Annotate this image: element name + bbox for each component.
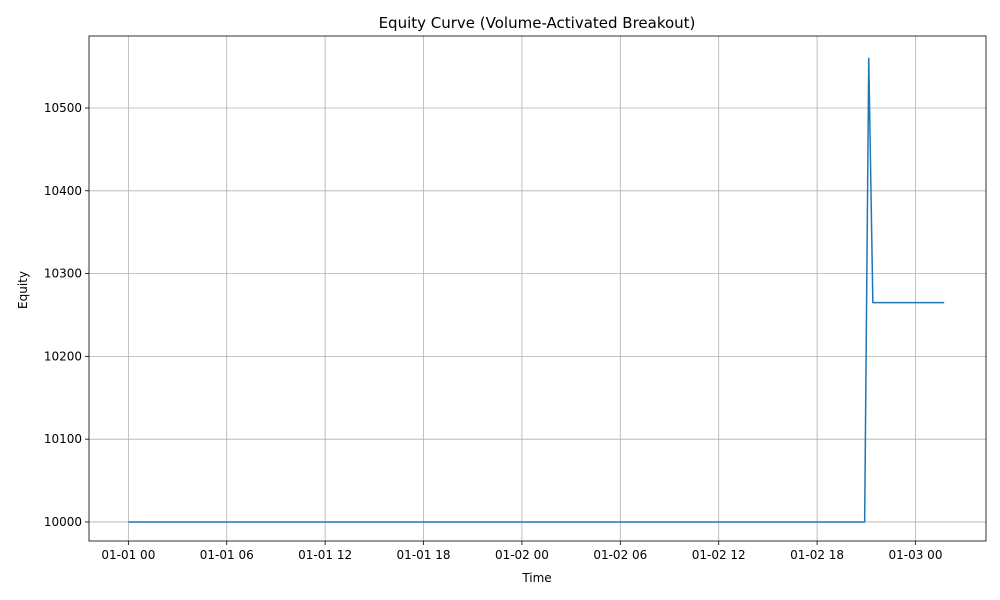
x-tick-label: 01-02 12	[692, 548, 746, 562]
y-tick-label: 10200	[44, 349, 82, 363]
x-tick-label: 01-01 12	[298, 548, 352, 562]
y-axis: 10000 10100 10200 10300 10400 10500	[44, 101, 89, 529]
chart-title: Equity Curve (Volume-Activated Breakout)	[379, 14, 696, 32]
y-tick-label: 10400	[44, 184, 82, 198]
y-tick-label: 10300	[44, 267, 82, 281]
y-tick-label: 10100	[44, 432, 82, 446]
x-tick-label: 01-01 06	[200, 548, 254, 562]
plot-frame	[88, 35, 987, 542]
y-tick-label: 10500	[44, 101, 82, 115]
x-tick-label: 01-02 06	[593, 548, 647, 562]
x-tick-label: 01-02 00	[495, 548, 549, 562]
y-tick-label: 10000	[44, 515, 82, 529]
x-tick-label: 01-03 00	[889, 548, 943, 562]
series-layer	[128, 57, 945, 523]
equity-line	[128, 57, 945, 523]
x-axis: 01-01 00 01-01 06 01-01 12 01-01 18 01-02 00…	[101, 541, 942, 562]
grid	[89, 36, 986, 541]
x-tick-label: 01-02 18	[790, 548, 844, 562]
x-axis-label: Time	[521, 571, 551, 585]
x-tick-label: 01-01 00	[101, 548, 155, 562]
y-axis-label: Equity	[16, 271, 30, 309]
x-tick-label: 01-01 18	[397, 548, 451, 562]
